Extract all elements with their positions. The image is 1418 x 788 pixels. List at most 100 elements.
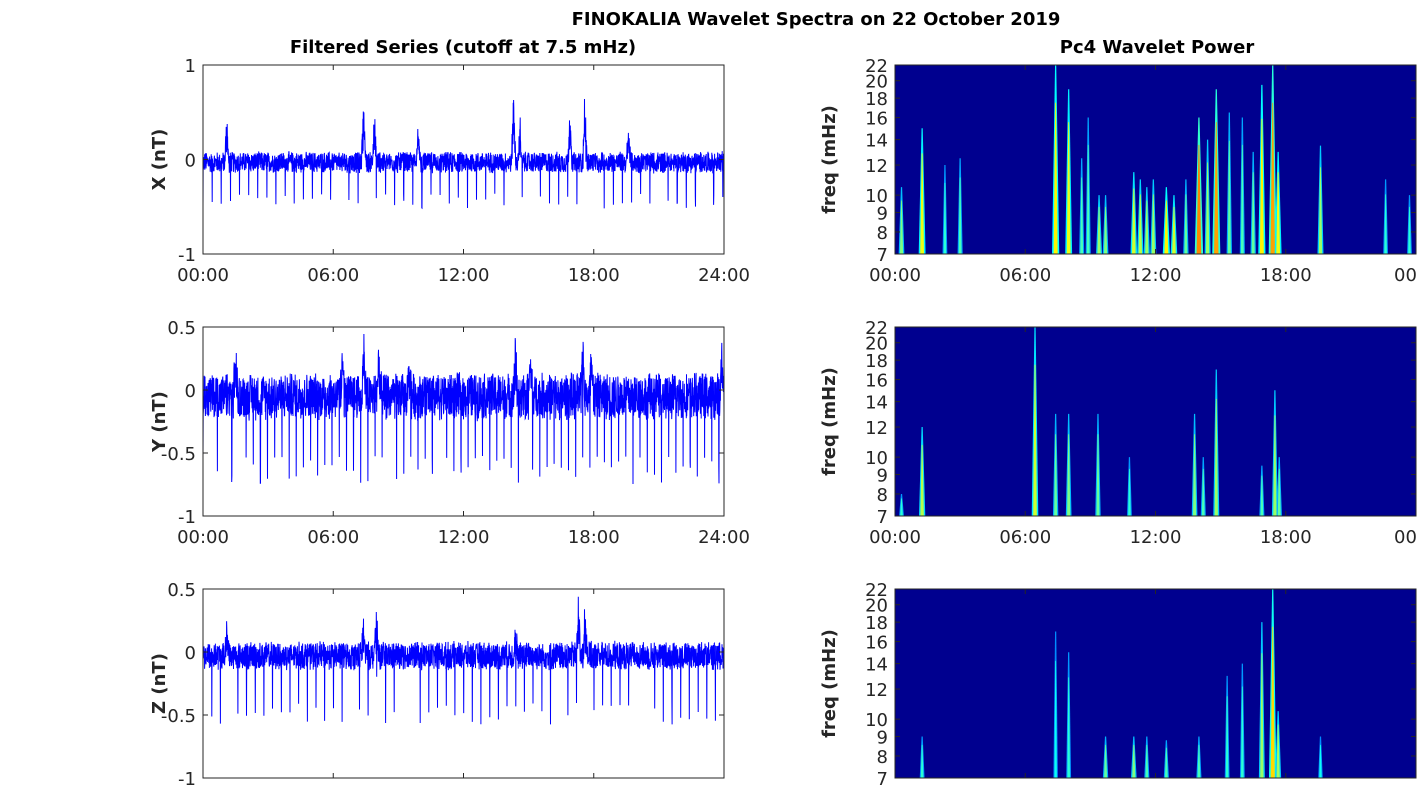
- x-tick-label: 12:00: [1130, 265, 1182, 286]
- x-tick-label: 18:00: [1260, 527, 1312, 548]
- y-tick-label: 22: [865, 318, 888, 339]
- y-tick-label: 10: [865, 448, 888, 469]
- burst-core: [920, 444, 924, 516]
- y-tick-label: 14: [865, 393, 888, 414]
- x-tick-label: 24:00: [698, 265, 750, 286]
- axes-box: [202, 326, 725, 517]
- y-tick-label: 12: [865, 156, 888, 177]
- burst-core: [1097, 206, 1101, 254]
- y-tick-label: 1: [185, 56, 196, 77]
- burst-core: [943, 182, 947, 254]
- series-line-0: [203, 98, 724, 210]
- y-tick-label: 0.5: [167, 318, 196, 339]
- burst-core: [1241, 686, 1244, 778]
- panel-1: -1 -0.5 0 0.5 00:00 06:00 12:00 18:00 24:00 Y (nT…: [149, 318, 750, 548]
- burst-core: [1276, 724, 1280, 778]
- burst-core: [1260, 653, 1264, 778]
- x-tick-label: 24:00: [698, 527, 750, 548]
- y-tick-label: -0.5: [161, 444, 196, 465]
- x-tick-label: 06:00: [307, 265, 359, 286]
- burst-core: [1270, 102, 1275, 254]
- y-axis-label: X (nT): [149, 129, 170, 191]
- spectrogram-background: [895, 589, 1416, 778]
- y-axis-label: freq (mHz): [819, 367, 840, 476]
- burst-core: [1184, 194, 1188, 254]
- x-tick-label: 00:00: [869, 265, 921, 286]
- burst-core: [1251, 172, 1255, 254]
- y-axis-label: Z (nT): [149, 653, 170, 714]
- burst-core: [958, 177, 962, 254]
- burst-core: [1240, 144, 1244, 254]
- x-tick-label: 18:00: [568, 265, 620, 286]
- burst-core: [1138, 194, 1143, 254]
- y-tick-label: 0: [185, 643, 196, 664]
- burst-core: [1128, 468, 1131, 516]
- burst-core: [1086, 144, 1090, 254]
- series-line-2: [203, 596, 724, 725]
- right-column-title: Pc4 Wavelet Power: [1060, 37, 1255, 58]
- spectrogram-background: [895, 327, 1416, 516]
- burst-core: [1145, 744, 1149, 778]
- spectrogram-bursts: [898, 65, 1412, 254]
- burst-core: [1053, 102, 1058, 254]
- y-tick-label: 10: [865, 186, 888, 207]
- burst-core: [1096, 434, 1100, 516]
- burst-core: [1197, 744, 1201, 778]
- burst-core: [1408, 206, 1411, 254]
- y-tick-label: 20: [865, 334, 888, 355]
- spectrogram-background: [895, 65, 1416, 254]
- burst-core: [900, 498, 903, 516]
- x-tick-label: 12:00: [438, 527, 490, 548]
- burst-core: [1227, 140, 1231, 254]
- x-tick-label: 06:00: [999, 527, 1051, 548]
- burst-core: [1172, 206, 1176, 254]
- y-tick-label: 20: [865, 72, 888, 93]
- y-tick-label: 0: [185, 151, 196, 172]
- burst-core: [1164, 200, 1169, 254]
- x-tick-label: 00:00: [869, 527, 921, 548]
- burst-core: [1225, 696, 1229, 778]
- y-tick-label: 9: [877, 466, 888, 487]
- y-tick-label: 14: [865, 655, 888, 676]
- x-tick-label: 00:00: [177, 527, 229, 548]
- series-line-1: [203, 333, 724, 485]
- burst-core: [1054, 434, 1058, 516]
- y-tick-label: -1: [178, 507, 196, 528]
- y-tick-label: 7: [877, 245, 888, 266]
- panel-0: -1 0 1 00:00 06:00 12:00 18:00 24:00 X (nT): [149, 56, 750, 286]
- y-tick-label: 16: [865, 371, 888, 392]
- burst-core: [1201, 468, 1205, 516]
- y-tick-label: 22: [865, 580, 888, 601]
- burst-core: [1384, 194, 1387, 254]
- burst-core: [920, 153, 925, 254]
- x-tick-label: 12:00: [438, 265, 490, 286]
- y-axis-label: freq (mHz): [819, 629, 840, 738]
- y-tick-label: 0.5: [167, 580, 196, 601]
- x-tick-label: 00: [1394, 527, 1417, 548]
- burst-core: [1145, 200, 1149, 254]
- burst-core: [1260, 475, 1264, 516]
- y-tick-label: 12: [865, 418, 888, 439]
- x-tick-label: 00: [1394, 265, 1417, 286]
- left-column-title: Filtered Series (cutoff at 7.5 mHz): [290, 37, 636, 58]
- burst-core: [1205, 162, 1210, 254]
- burst-core: [1214, 122, 1219, 254]
- burst-core: [1319, 744, 1322, 778]
- y-tick-label: 22: [865, 56, 888, 77]
- y-tick-label: 9: [877, 204, 888, 225]
- burst-core: [1067, 434, 1071, 516]
- burst-core: [1104, 206, 1108, 254]
- burst-core: [1066, 122, 1071, 254]
- y-tick-label: -0.5: [161, 706, 196, 727]
- y-tick-label: 18: [865, 89, 888, 110]
- burst-core: [899, 200, 904, 254]
- burst-core: [1273, 415, 1277, 516]
- burst-core: [1214, 398, 1218, 516]
- x-tick-label: 06:00: [999, 265, 1051, 286]
- x-tick-label: 06:00: [307, 527, 359, 548]
- x-tick-label: 12:00: [1130, 527, 1182, 548]
